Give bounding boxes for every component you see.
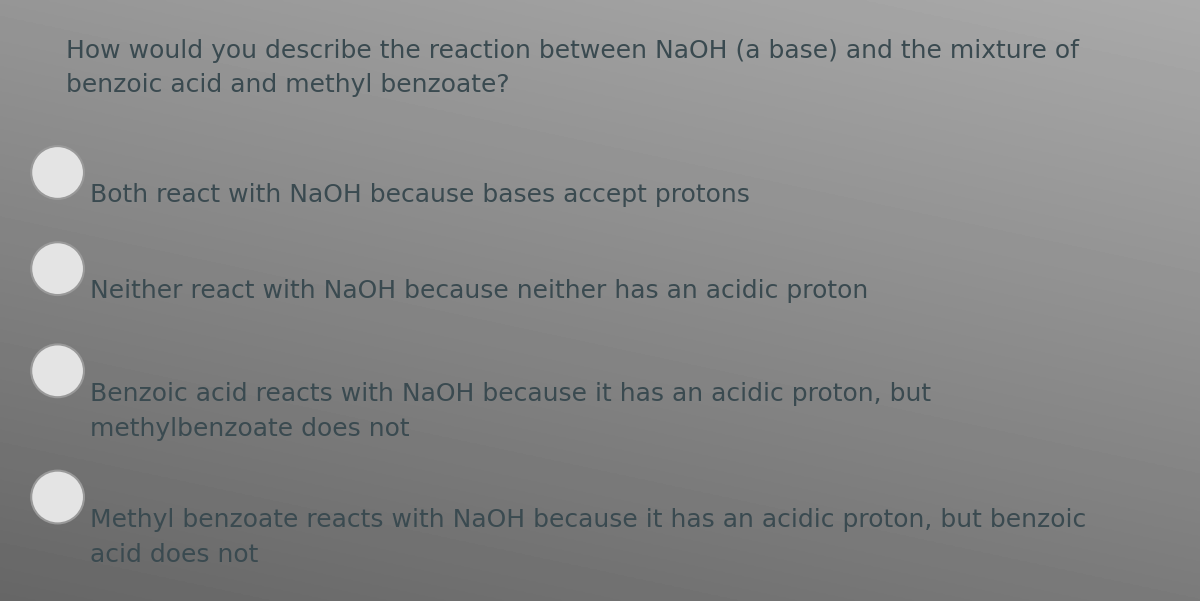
Ellipse shape [31,146,84,199]
Ellipse shape [31,344,84,397]
Text: How would you describe the reaction between NaOH (a base) and the mixture of
ben: How would you describe the reaction betw… [66,39,1079,97]
Text: Benzoic acid reacts with NaOH because it has an acidic proton, but
methylbenzoat: Benzoic acid reacts with NaOH because it… [90,382,931,441]
Ellipse shape [31,242,84,295]
Text: Both react with NaOH because bases accept protons: Both react with NaOH because bases accep… [90,183,750,207]
Ellipse shape [31,471,84,523]
Text: Neither react with NaOH because neither has an acidic proton: Neither react with NaOH because neither … [90,279,869,304]
Text: Methyl benzoate reacts with NaOH because it has an acidic proton, but benzoic
ac: Methyl benzoate reacts with NaOH because… [90,508,1086,567]
